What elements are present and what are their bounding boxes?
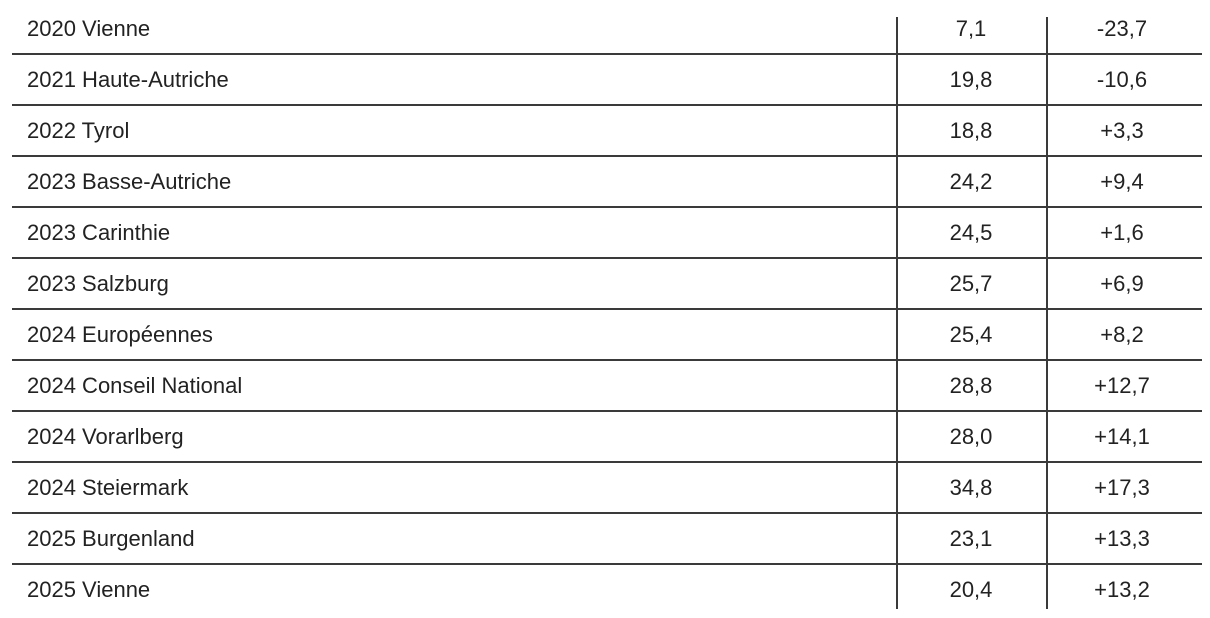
row-divider [12, 512, 1202, 514]
score-cell: 7,1 [955, 16, 987, 41]
election-cell: 2020 Vienne [27, 16, 151, 41]
change-cell: +17,3 [1094, 475, 1150, 500]
change-cell: +12,7 [1094, 373, 1150, 398]
score-cell: 24,5 [949, 220, 993, 245]
column-divider [1046, 17, 1048, 609]
election-cell: 2022 Tyrol [27, 118, 130, 143]
score-cell: 28,8 [949, 373, 993, 398]
row-divider [12, 104, 1202, 106]
election-cell: 2024 Vorarlberg [27, 424, 184, 449]
score-cell: 24,2 [949, 169, 993, 194]
table-row: 2023 Salzburg 25,7 +6,9 [12, 258, 1202, 310]
row-divider [12, 461, 1202, 463]
election-cell: 2024 Européennes [27, 322, 213, 347]
change-cell: +6,9 [1100, 271, 1144, 296]
row-divider [12, 257, 1202, 259]
change-cell: -10,6 [1096, 67, 1148, 92]
change-cell: +13,2 [1094, 577, 1150, 602]
table-row: 2024 Vorarlberg 28,0 +14,1 [12, 411, 1202, 463]
change-cell: +14,1 [1094, 424, 1150, 449]
table-row: 2021 Haute-Autriche 19,8 -10,6 [12, 54, 1202, 106]
election-cell: 2023 Basse-Autriche [27, 169, 232, 194]
score-cell: 28,0 [949, 424, 993, 449]
table-row: 2020 Vienne 7,1 -23,7 [12, 3, 1202, 55]
row-divider [12, 410, 1202, 412]
table-row: 2025 Burgenland 23,1 +13,3 [12, 513, 1202, 565]
table-row: 2023 Basse-Autriche 24,2 +9,4 [12, 156, 1202, 208]
change-cell: +13,3 [1094, 526, 1150, 551]
change-cell: +9,4 [1100, 169, 1144, 194]
score-cell: 18,8 [949, 118, 993, 143]
row-divider [12, 563, 1202, 565]
change-cell: +1,6 [1100, 220, 1144, 245]
table-row: 2024 Conseil National 28,8 +12,7 [12, 360, 1202, 412]
table-row: 2022 Tyrol 18,8 +3,3 [12, 105, 1202, 157]
election-cell: 2025 Burgenland [27, 526, 195, 551]
score-cell: 34,8 [949, 475, 993, 500]
election-cell: 2024 Conseil National [27, 373, 243, 398]
score-cell: 19,8 [949, 67, 993, 92]
change-cell: +8,2 [1100, 322, 1144, 347]
election-cell: 2025 Vienne [27, 577, 151, 602]
score-cell: 23,1 [949, 526, 993, 551]
election-cell: 2021 Haute-Autriche [27, 67, 229, 92]
score-cell: 20,4 [949, 577, 993, 602]
row-divider [12, 359, 1202, 361]
row-divider [12, 308, 1202, 310]
change-cell: -23,7 [1096, 16, 1148, 41]
row-divider [12, 53, 1202, 55]
election-cell: 2023 Salzburg [27, 271, 169, 296]
column-divider [896, 17, 898, 609]
table-row: 2023 Carinthie 24,5 +1,6 [12, 207, 1202, 259]
score-cell: 25,4 [949, 322, 993, 347]
table-row: 2025 Vienne 20,4 +13,2 [12, 564, 1202, 615]
row-divider [12, 206, 1202, 208]
election-cell: 2023 Carinthie [27, 220, 171, 245]
election-cell: 2024 Steiermark [27, 475, 189, 500]
score-cell: 25,7 [949, 271, 993, 296]
row-divider [12, 155, 1202, 157]
table-row: 2024 Steiermark 34,8 +17,3 [12, 462, 1202, 514]
table-row: 2024 Européennes 25,4 +8,2 [12, 309, 1202, 361]
change-cell: +3,3 [1100, 118, 1144, 143]
